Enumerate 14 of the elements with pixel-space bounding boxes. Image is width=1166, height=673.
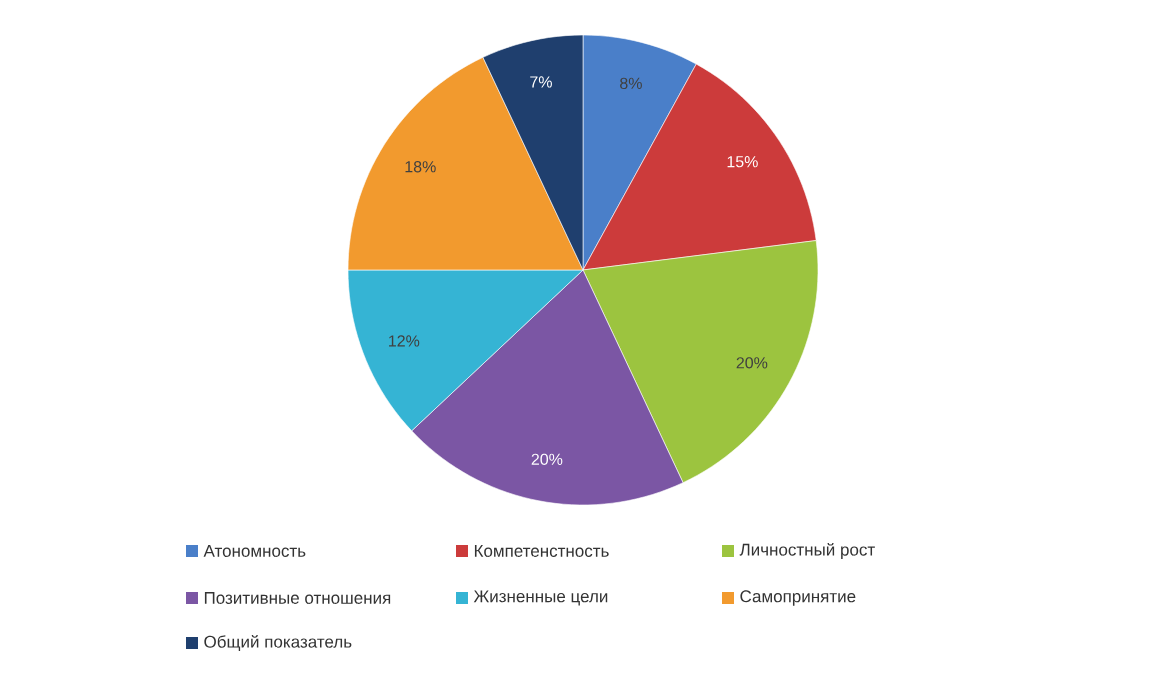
legend-label: Компетенстность [474,545,609,557]
legend-label: Самопринятие [740,590,856,606]
legend-label: Личностный рост [739,542,875,560]
data-label: 18% [405,161,436,173]
data-label: 20% [736,357,768,369]
data-label: 15% [727,156,758,168]
data-label: 8% [620,77,642,90]
legend-label: Позитивные отношения [204,592,391,604]
data-label: 12% [389,335,420,347]
legend-label: Жизненные цели [473,590,608,606]
legend-label: Общий показатель [204,634,352,651]
data-label: 7% [530,76,552,88]
data-label: 20% [531,453,563,465]
legend-label: Атономность [203,545,306,557]
